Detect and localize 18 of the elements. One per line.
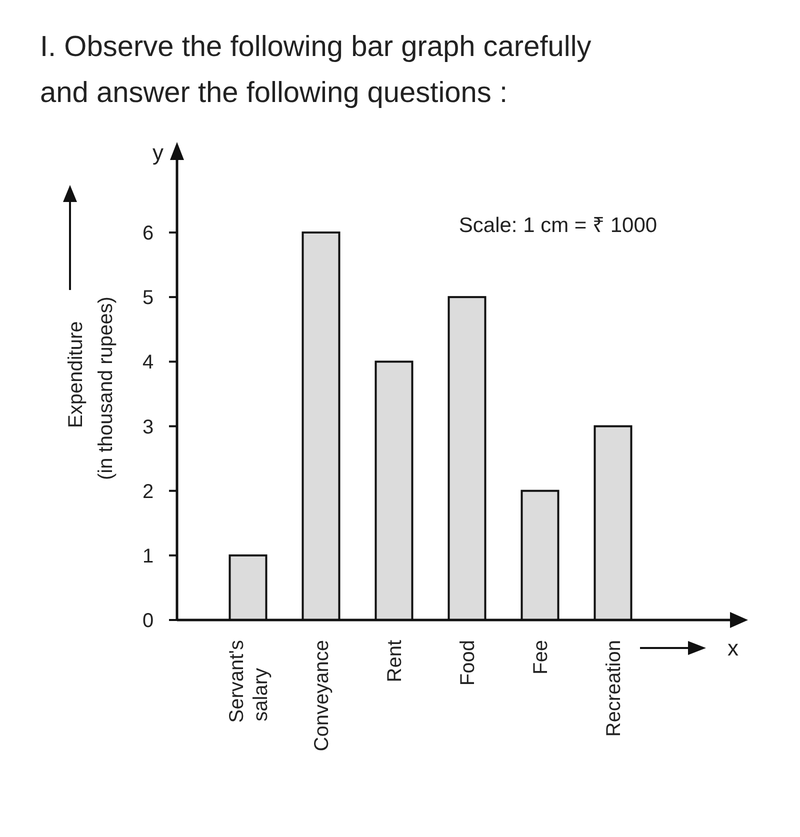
y-tick-label: 0: [142, 610, 154, 632]
x-tick-label: Fee: [530, 640, 552, 674]
x-tick-label: Conveyance: [311, 640, 333, 752]
y-tick-label: 4: [142, 352, 154, 374]
text: y: [152, 140, 164, 165]
y-tick-label: 5: [142, 287, 154, 310]
y-tick-label: 3: [142, 416, 154, 438]
x-tick-label: Servant's salary: [226, 640, 272, 723]
x-axis-title: x: [728, 636, 738, 661]
x-tick-label: Recreation: [603, 640, 625, 737]
y-tick-label: 2: [142, 480, 154, 503]
y-tick-label: 1: [142, 545, 154, 568]
x-tick-label: Rent: [384, 640, 406, 682]
y-tick-label: 6: [142, 222, 154, 244]
annotation: Scale: 1 cm = ₹ 1000: [458, 214, 658, 237]
y-axis-title: Expenditure (in thousand rupees): [65, 296, 117, 480]
chart-title: I. Observe the following bar graph carefully and answer the following questions :: [40, 31, 592, 109]
x-tick-label: Food: [457, 640, 479, 686]
